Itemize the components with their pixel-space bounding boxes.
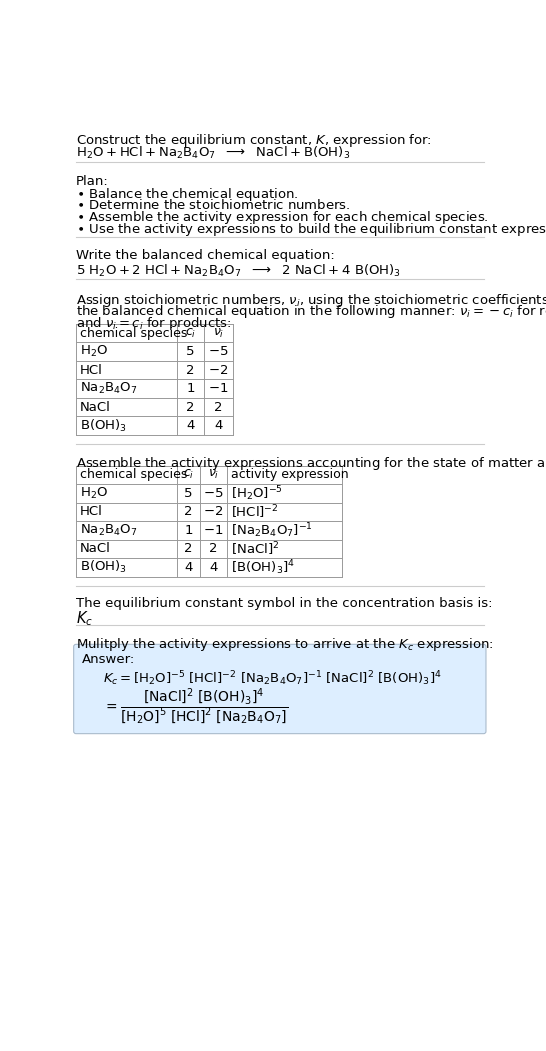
- Text: The equilibrium constant symbol in the concentration basis is:: The equilibrium constant symbol in the c…: [76, 597, 492, 610]
- Text: 2: 2: [184, 542, 193, 555]
- Text: 2: 2: [184, 506, 193, 518]
- Text: Write the balanced chemical equation:: Write the balanced chemical equation:: [76, 249, 335, 263]
- Text: $c_i$: $c_i$: [185, 327, 196, 339]
- Text: $\bullet$ Assemble the activity expression for each chemical species.: $\bullet$ Assemble the activity expressi…: [76, 209, 489, 226]
- Text: and $\nu_i = c_i$ for products:: and $\nu_i = c_i$ for products:: [76, 314, 232, 332]
- Text: chemical species: chemical species: [80, 469, 187, 481]
- Text: $\mathrm{H_2O}$: $\mathrm{H_2O}$: [80, 344, 108, 359]
- Text: $-1$: $-1$: [204, 523, 224, 537]
- Text: $c_i$: $c_i$: [183, 469, 194, 481]
- Text: $-2$: $-2$: [209, 364, 229, 376]
- Text: Plan:: Plan:: [76, 174, 109, 188]
- Text: $K_c$: $K_c$: [76, 610, 93, 628]
- Text: 4: 4: [186, 419, 194, 432]
- Text: activity expression: activity expression: [231, 469, 349, 481]
- Text: $\mathrm{[NaCl]^2}$: $\mathrm{[NaCl]^2}$: [231, 540, 280, 558]
- Text: $\mathrm{H_2O + HCl + Na_2B_4O_7}$  $\longrightarrow$  $\mathrm{NaCl + B(OH)_3}$: $\mathrm{H_2O + HCl + Na_2B_4O_7}$ $\lon…: [76, 145, 350, 162]
- Text: 1: 1: [186, 383, 194, 395]
- Text: $K_c = \mathrm{[H_2O]^{-5}\ [HCl]^{-2}\ [Na_2B_4O_7]^{-1}\ [NaCl]^2\ [B(OH)_3]^4: $K_c = \mathrm{[H_2O]^{-5}\ [HCl]^{-2}\ …: [103, 669, 442, 688]
- Text: $\mathrm{[Na_2B_4O_7]^{-1}}$: $\mathrm{[Na_2B_4O_7]^{-1}}$: [231, 521, 313, 540]
- Text: $\bullet$ Balance the chemical equation.: $\bullet$ Balance the chemical equation.: [76, 186, 299, 203]
- Text: $-5$: $-5$: [209, 345, 229, 358]
- Text: NaCl: NaCl: [80, 400, 111, 414]
- Text: chemical species: chemical species: [80, 327, 187, 339]
- Text: $\nu_i$: $\nu_i$: [213, 327, 224, 339]
- Text: 2: 2: [186, 400, 194, 414]
- Text: $\mathrm{5\ H_2O + 2\ HCl + Na_2B_4O_7}$  $\longrightarrow$  $\mathrm{2\ NaCl + : $\mathrm{5\ H_2O + 2\ HCl + Na_2B_4O_7}$…: [76, 263, 401, 279]
- Text: 4: 4: [215, 419, 223, 432]
- Text: $\bullet$ Use the activity expressions to build the equilibrium constant express: $\bullet$ Use the activity expressions t…: [76, 221, 546, 238]
- Text: Answer:: Answer:: [82, 653, 135, 665]
- Text: HCl: HCl: [80, 364, 103, 376]
- Text: Assemble the activity expressions accounting for the state of matter and $\nu_i$: Assemble the activity expressions accoun…: [76, 455, 546, 472]
- Text: $= \dfrac{\mathrm{[NaCl]^2\ [B(OH)_3]^4}}{\mathrm{[H_2O]^5\ [HCl]^2\ [Na_2B_4O_7: $= \dfrac{\mathrm{[NaCl]^2\ [B(OH)_3]^4}…: [103, 686, 288, 727]
- Text: Assign stoichiometric numbers, $\nu_i$, using the stoichiometric coefficients, $: Assign stoichiometric numbers, $\nu_i$, …: [76, 292, 546, 309]
- Text: the balanced chemical equation in the following manner: $\nu_i = -c_i$ for react: the balanced chemical equation in the fo…: [76, 304, 546, 321]
- Bar: [76, 324, 233, 435]
- Text: $\mathrm{[H_2O]^{-5}}$: $\mathrm{[H_2O]^{-5}}$: [231, 485, 283, 502]
- Text: Construct the equilibrium constant, $K$, expression for:: Construct the equilibrium constant, $K$,…: [76, 132, 432, 149]
- Text: 4: 4: [184, 561, 193, 574]
- Text: $\nu_i$: $\nu_i$: [208, 469, 219, 481]
- Text: 2: 2: [209, 542, 218, 555]
- Text: 1: 1: [184, 523, 193, 537]
- Text: Mulitply the activity expressions to arrive at the $K_c$ expression:: Mulitply the activity expressions to arr…: [76, 636, 494, 653]
- Text: 4: 4: [209, 561, 218, 574]
- Text: NaCl: NaCl: [80, 542, 111, 555]
- Text: $\mathrm{B(OH)_3}$: $\mathrm{B(OH)_3}$: [80, 559, 127, 575]
- Text: $-5$: $-5$: [203, 487, 224, 500]
- Text: 2: 2: [186, 364, 194, 376]
- Text: $\mathrm{B(OH)_3}$: $\mathrm{B(OH)_3}$: [80, 417, 127, 434]
- Text: $-2$: $-2$: [204, 506, 224, 518]
- Text: $-1$: $-1$: [209, 383, 229, 395]
- Text: 5: 5: [184, 487, 193, 500]
- Text: $\mathrm{Na_2B_4O_7}$: $\mathrm{Na_2B_4O_7}$: [80, 382, 138, 396]
- Text: 2: 2: [215, 400, 223, 414]
- Text: $\bullet$ Determine the stoichiometric numbers.: $\bullet$ Determine the stoichiometric n…: [76, 198, 351, 211]
- Text: $\mathrm{H_2O}$: $\mathrm{H_2O}$: [80, 486, 108, 501]
- Text: 5: 5: [186, 345, 194, 358]
- Text: HCl: HCl: [80, 506, 103, 518]
- Text: $\mathrm{[HCl]^{-2}}$: $\mathrm{[HCl]^{-2}}$: [231, 503, 278, 520]
- Bar: [76, 466, 342, 577]
- FancyBboxPatch shape: [74, 644, 486, 734]
- Text: $\mathrm{Na_2B_4O_7}$: $\mathrm{Na_2B_4O_7}$: [80, 522, 138, 538]
- Text: $\mathrm{[B(OH)_3]^4}$: $\mathrm{[B(OH)_3]^4}$: [231, 558, 295, 577]
